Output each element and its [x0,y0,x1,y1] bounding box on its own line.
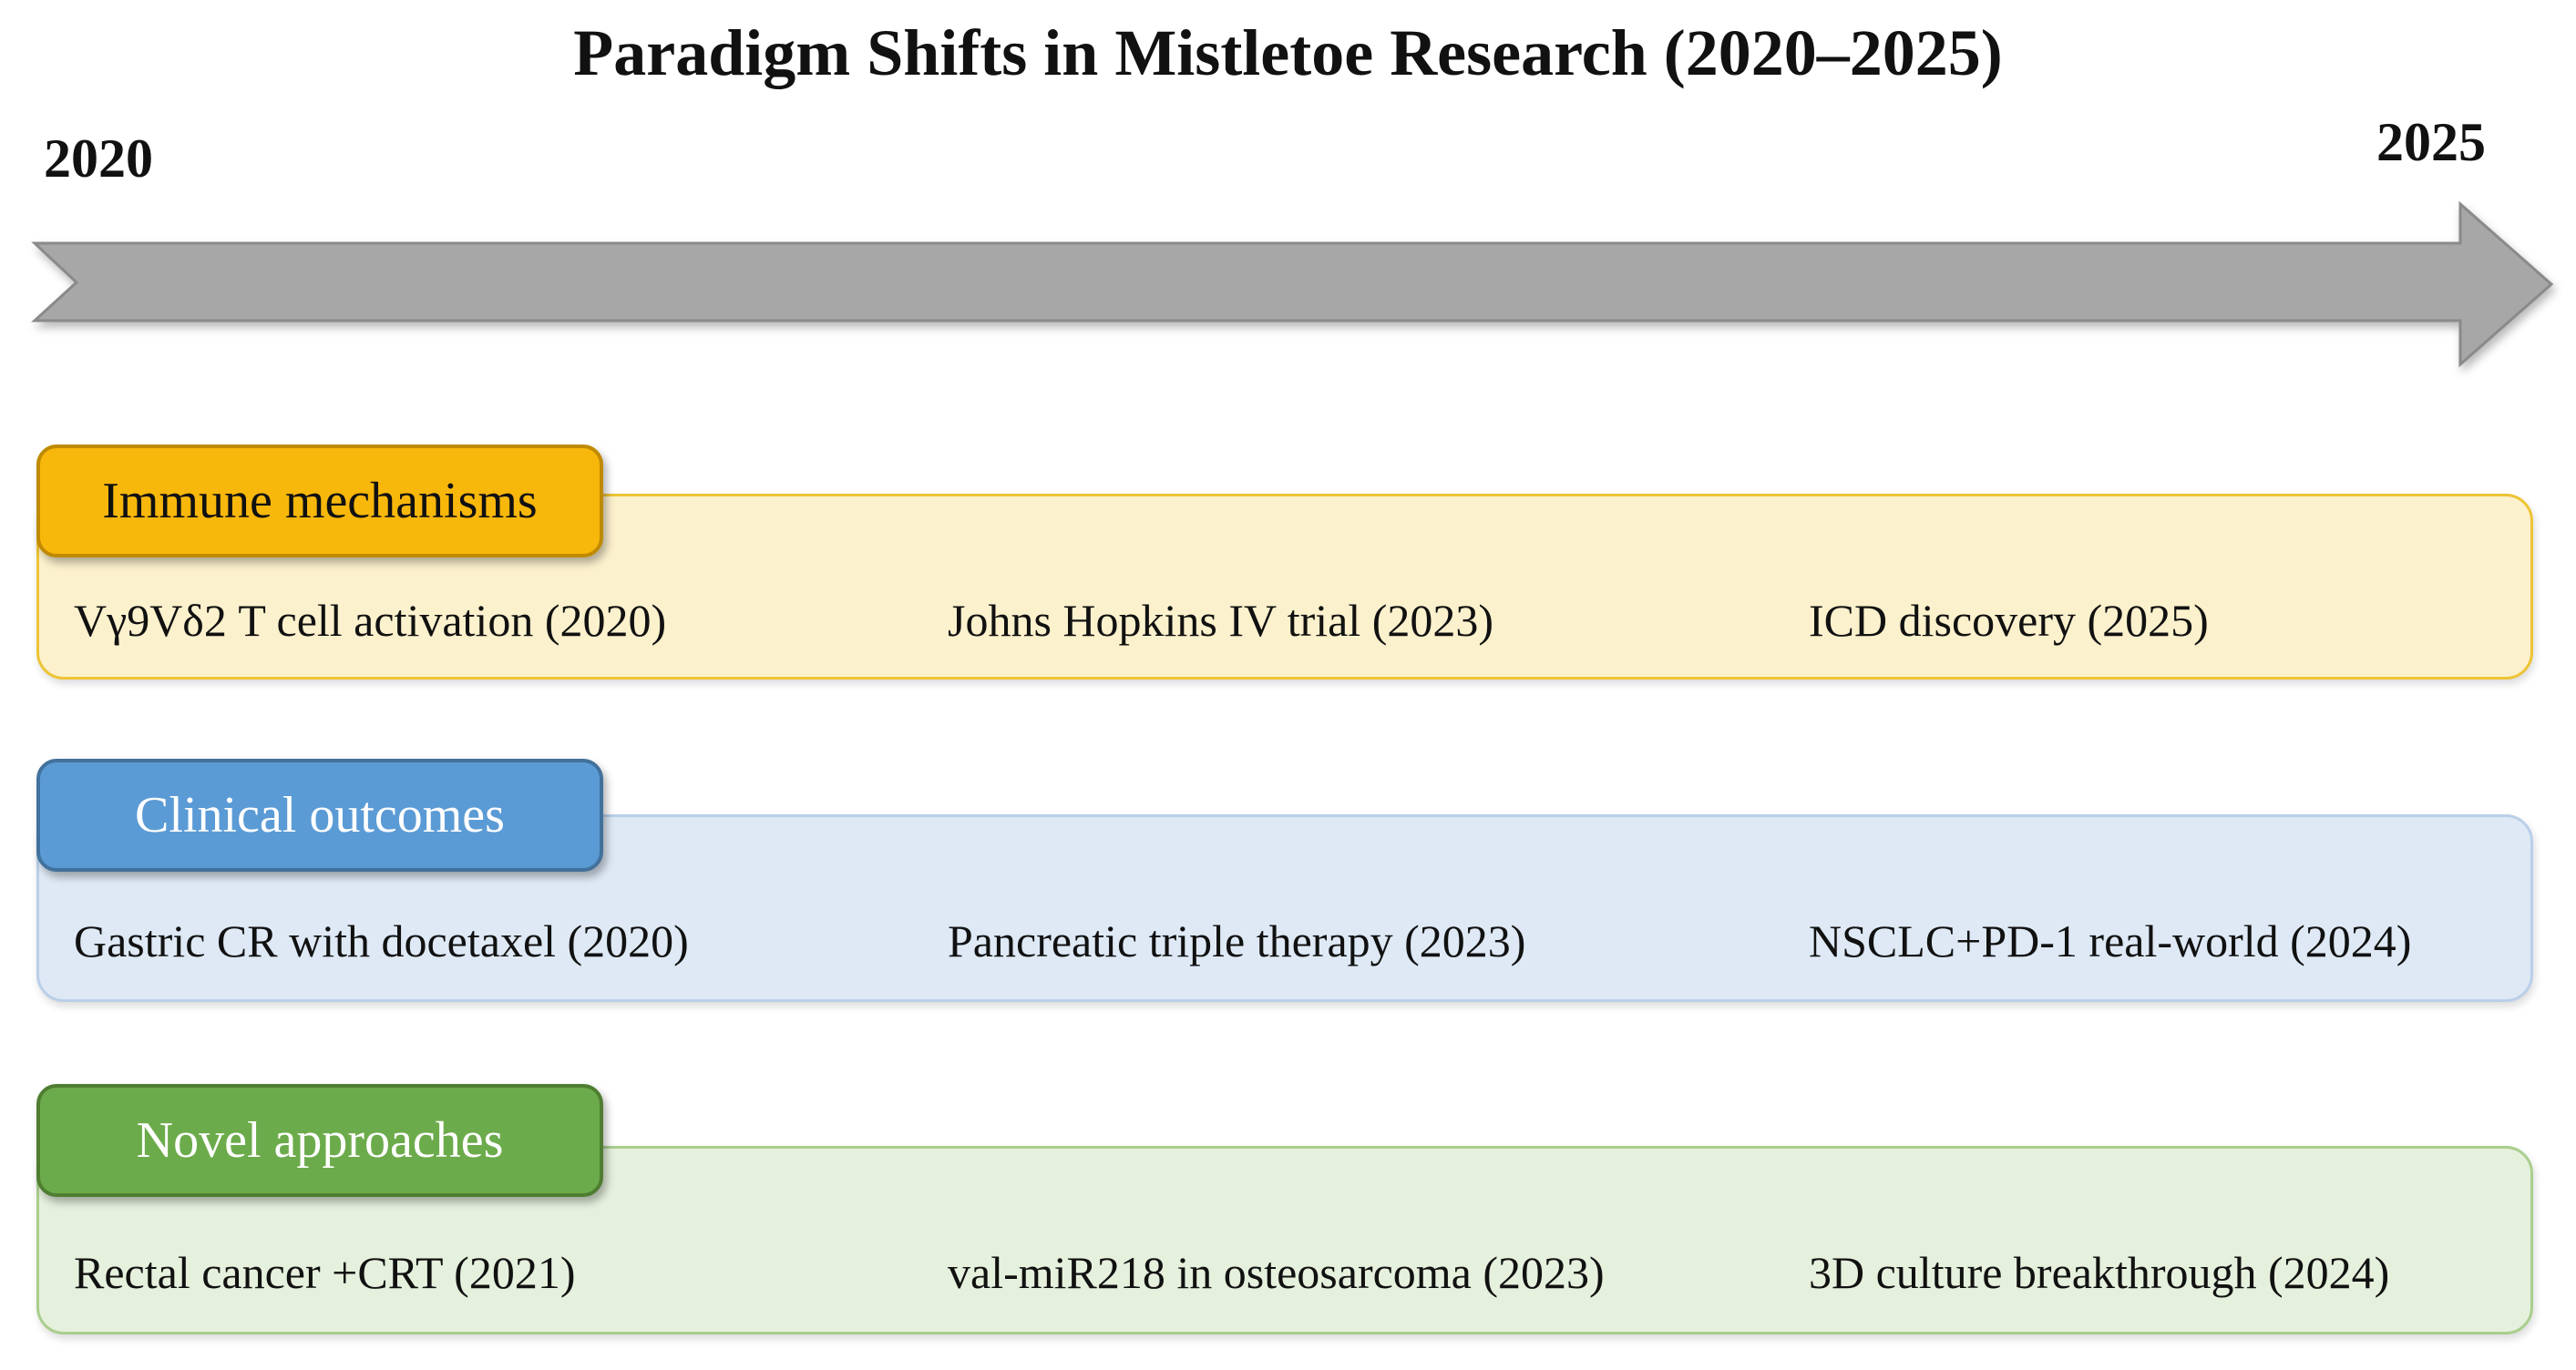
track-label-novel-approaches: Novel approaches [36,1084,603,1197]
track-items-row: Gastric CR with docetaxel (2020) Pancrea… [39,908,2530,974]
timeline-start-year-label: 2020 [44,128,153,189]
track-clinical-outcomes: Gastric CR with docetaxel (2020) Pancrea… [36,759,2533,1002]
timeline-item: ICD discovery (2025) [1809,595,2209,646]
timeline-item: 3D culture breakthrough (2024) [1809,1247,2390,1298]
track-novel-approaches: Rectal cancer +CRT (2021) val-miR218 in … [36,1084,2533,1334]
timeline-item: Rectal cancer +CRT (2021) [74,1247,576,1298]
track-items-row: Vγ9Vδ2 T cell activation (2020) Johns Ho… [39,588,2530,653]
timeline-arrow-shape [31,200,2554,368]
timeline-item: Johns Hopkins IV trial (2023) [948,595,1494,646]
track-band-immune-mechanisms: Vγ9Vδ2 T cell activation (2020) Johns Ho… [36,494,2533,680]
timeline-item: Vγ9Vδ2 T cell activation (2020) [74,595,667,646]
timeline-item: Pancreatic triple therapy (2023) [948,915,1526,966]
track-immune-mechanisms: Vγ9Vδ2 T cell activation (2020) Johns Ho… [36,445,2533,680]
timeline-item: NSCLC+PD-1 real-world (2024) [1809,915,2412,966]
timeline-item: val-miR218 in osteosarcoma (2023) [948,1247,1605,1298]
track-label-clinical-outcomes: Clinical outcomes [36,759,603,872]
timeline-item: Gastric CR with docetaxel (2020) [74,915,689,966]
track-items-row: Rectal cancer +CRT (2021) val-miR218 in … [39,1240,2530,1305]
track-label-immune-mechanisms: Immune mechanisms [36,445,603,557]
figure-title: Paradigm Shifts in Mistletoe Research (2… [573,16,2003,89]
timeline-end-year-label: 2025 [2376,112,2486,172]
timeline-arrow-icon [31,200,2554,368]
